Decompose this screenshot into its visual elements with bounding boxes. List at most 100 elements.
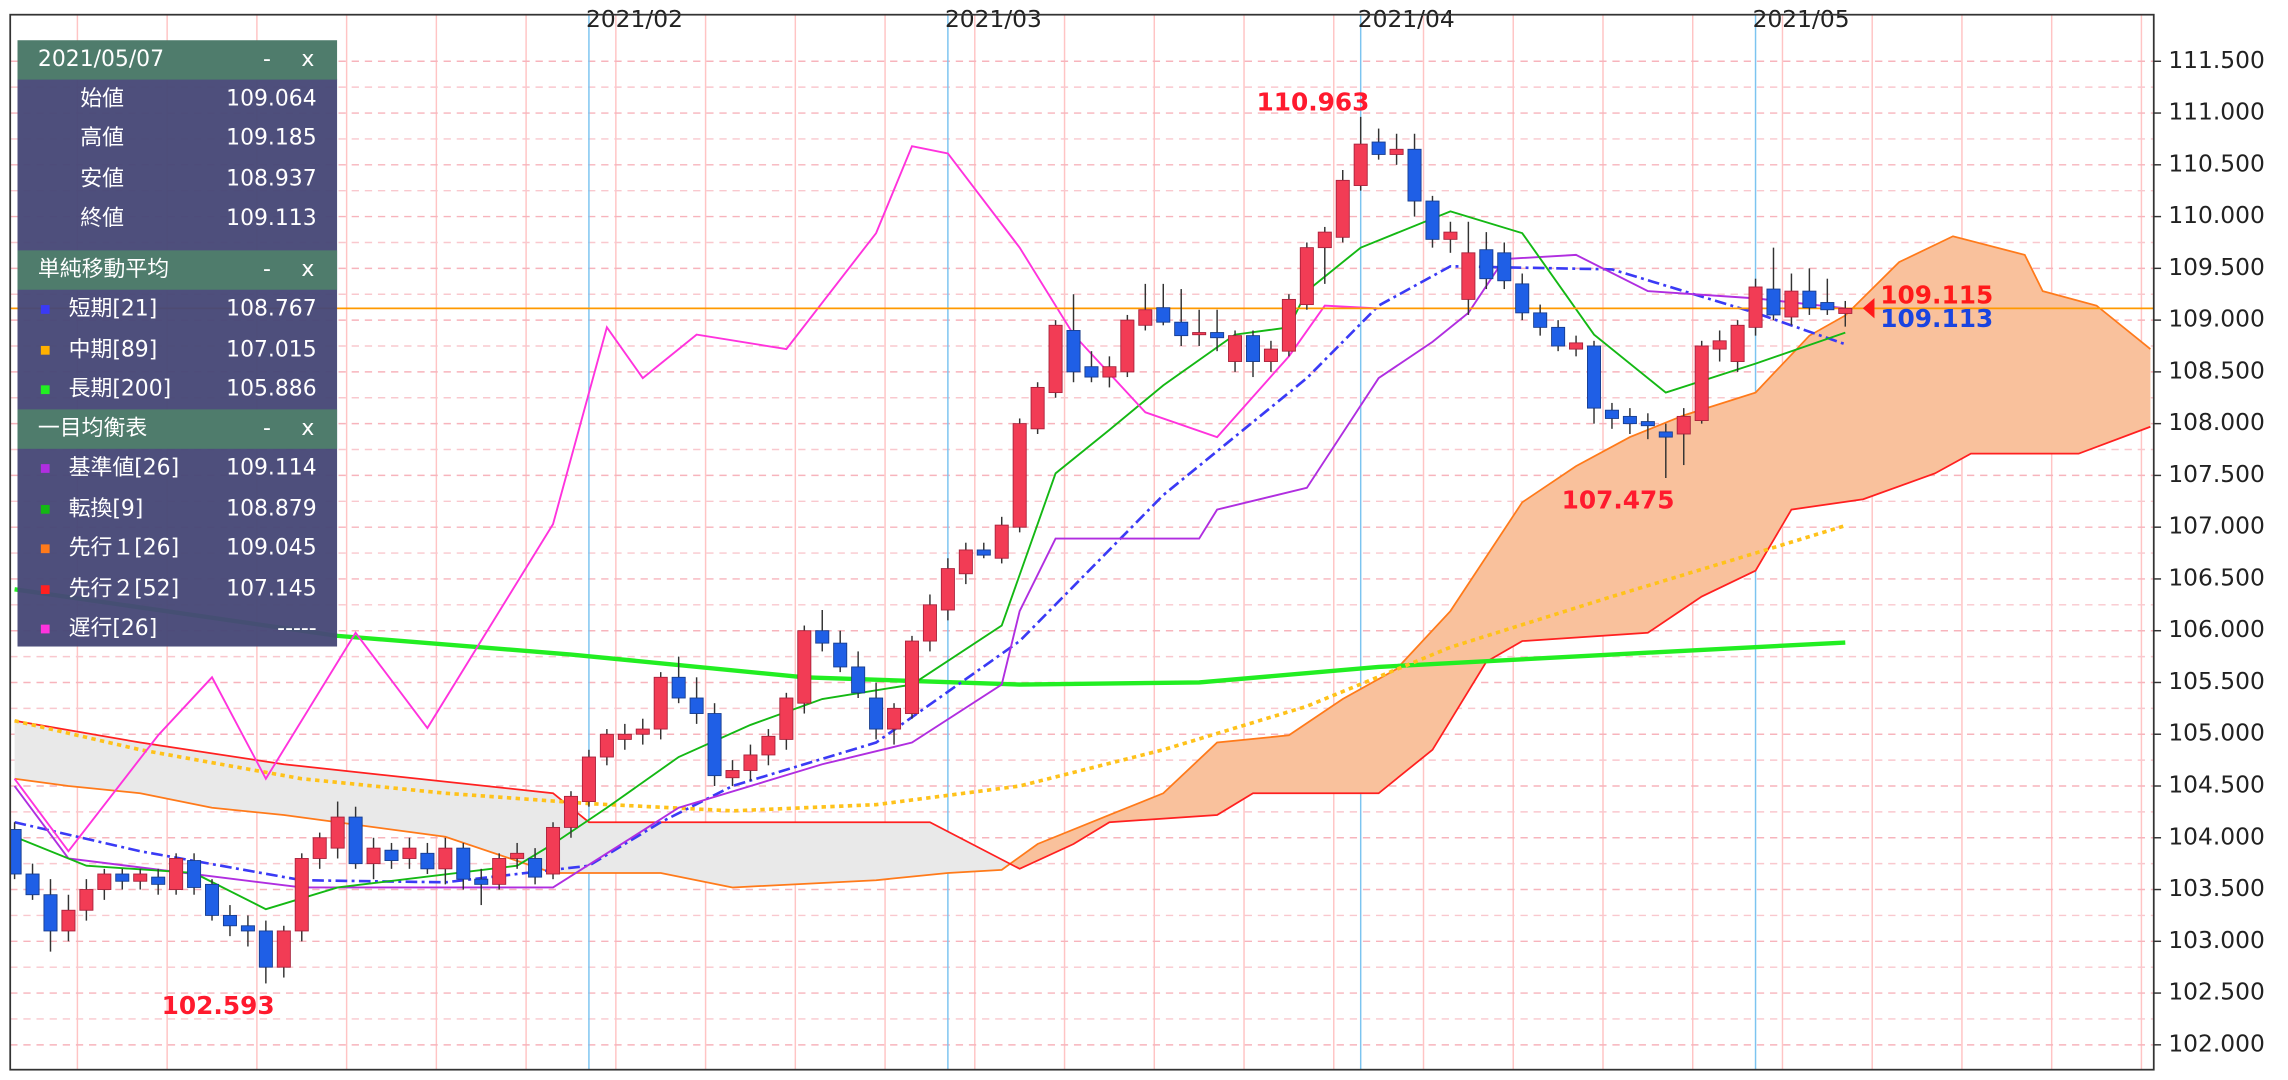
panel-value: 109.114 [226, 456, 316, 481]
candle-body [761, 735, 776, 756]
y-tick-label: 111.500 [2168, 46, 2264, 74]
candle-body [1210, 332, 1225, 339]
y-tick-label: 107.500 [2168, 460, 2264, 488]
candle-body [1443, 231, 1458, 240]
price-arrow [1862, 297, 1875, 319]
panel-value: 108.767 [226, 296, 316, 321]
panel-minimize[interactable]: - [263, 257, 271, 282]
y-tick-label: 103.000 [2168, 926, 2264, 954]
candle-body [1766, 288, 1781, 316]
candle-body [779, 697, 794, 740]
candle-body [1353, 143, 1368, 186]
candle-body [294, 858, 309, 932]
panel-header-title: 一目均衡表 [38, 416, 147, 441]
candle-body [797, 630, 812, 704]
indicator-line [14, 523, 1846, 813]
candle-body [348, 816, 363, 865]
candle-body [1425, 200, 1440, 240]
panel-value: 107.015 [226, 337, 316, 362]
legend-swatch [40, 305, 50, 314]
extreme-label: 107.475 [1562, 485, 1675, 514]
cloud-bull [1010, 236, 2151, 869]
candle-body [635, 728, 650, 735]
panel-close[interactable]: x [301, 257, 314, 282]
candle-body [1138, 309, 1153, 326]
candle-body [1712, 340, 1727, 350]
candle-body [1263, 348, 1278, 362]
panel-label: 基準値[26] [69, 456, 180, 481]
candle-body [1102, 366, 1117, 378]
candle-body [1730, 324, 1745, 362]
panel-label: 遅行[26] [69, 616, 158, 641]
legend-swatch [40, 345, 50, 355]
candle-body [1371, 141, 1386, 155]
panel-label: 終値 [80, 206, 124, 231]
panel-value: 109.064 [226, 86, 316, 111]
candle-body [1228, 335, 1243, 362]
candle-body [1604, 409, 1619, 419]
panel-close[interactable]: x [301, 416, 314, 441]
y-tick-label: 104.500 [2168, 771, 2264, 799]
candle-body [940, 568, 955, 611]
panel-value: 108.937 [226, 167, 316, 192]
candle-body [563, 795, 578, 828]
y-tick-label: 110.500 [2168, 149, 2264, 177]
plot-frame [9, 13, 2155, 1071]
panel-minimize[interactable]: - [263, 47, 271, 72]
indicator-line [14, 264, 1846, 884]
panel-body [17, 78, 338, 647]
candle-body [1820, 302, 1835, 311]
price-marker-label: 109.115 [1880, 281, 1993, 310]
x-tick-label: 2021/03 [945, 5, 1042, 33]
candle-body [1802, 290, 1817, 309]
panel-value: ----- [277, 616, 316, 641]
panel-header [17, 409, 338, 449]
panel-label: 短期[21] [69, 296, 158, 321]
candle-body [1030, 386, 1045, 430]
extreme-label: 102.593 [162, 991, 275, 1020]
candle-body [869, 697, 884, 730]
y-tick-label: 108.000 [2168, 408, 2264, 436]
candle-body [1389, 148, 1404, 155]
panel-label: 安値 [80, 167, 124, 192]
panel-label: 始値 [80, 86, 124, 111]
panel-header-title: 単純移動平均 [38, 257, 169, 282]
candle-body [689, 697, 704, 714]
y-tick-label: 102.500 [2168, 978, 2264, 1006]
legend-swatch [40, 585, 50, 594]
y-tick-label: 102.000 [2168, 1029, 2264, 1057]
panel-minimize[interactable]: - [263, 416, 271, 441]
cloud-bear [14, 720, 1011, 888]
panel-value: 108.879 [226, 496, 316, 521]
candle-body [222, 914, 237, 927]
candle-body [1569, 342, 1584, 350]
y-tick-label: 111.000 [2168, 98, 2264, 126]
candle-body [61, 909, 76, 932]
candle-body [115, 873, 130, 882]
candle-body [976, 549, 991, 556]
legend-swatch [40, 385, 50, 395]
panel-label: 先行１[26] [69, 536, 180, 561]
x-tick-label: 2021/02 [586, 5, 683, 33]
candle-body [330, 816, 345, 849]
candle-body [851, 666, 866, 694]
legend-swatch [40, 624, 50, 634]
y-tick-label: 105.000 [2168, 719, 2264, 747]
legend-swatch [40, 464, 50, 473]
indicator-line [14, 210, 1846, 911]
candle-body [205, 883, 220, 916]
panel-header-title: 2021/05/07 [38, 47, 164, 72]
candle-body [43, 894, 58, 932]
panel-value: 109.113 [226, 206, 316, 231]
panel-close[interactable]: x [301, 47, 314, 72]
indicator-line [14, 235, 2151, 889]
cloud-bear-group [14, 720, 1011, 888]
candle-body [10, 829, 22, 875]
candle-body [1174, 321, 1189, 337]
candle-body [1281, 298, 1296, 352]
candle-body [1407, 148, 1422, 202]
candle-body [1587, 345, 1602, 409]
